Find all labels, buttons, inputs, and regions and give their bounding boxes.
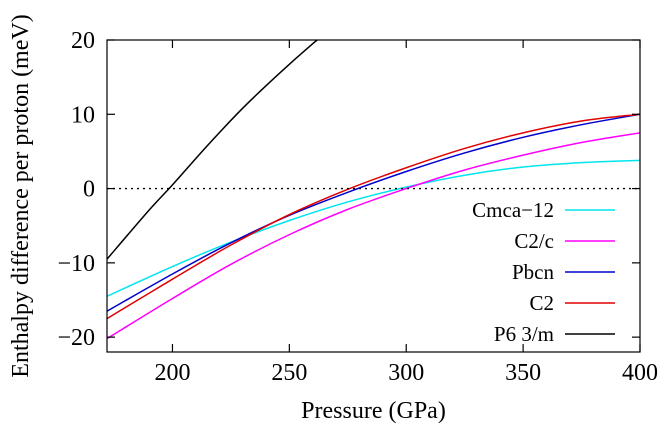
series-line-2 [107, 113, 640, 312]
series-line-1 [107, 132, 640, 340]
y-axis-label: Enthalpy difference per proton (meV) [8, 14, 34, 377]
legend-label-3: C2 [529, 291, 554, 315]
y-tick-label: 20 [71, 28, 95, 54]
legend-label-0: Cmca−12 [472, 198, 554, 222]
plot-frame [106, 39, 641, 353]
x-axis-label: Pressure (GPa) [301, 398, 446, 424]
x-tick-label: 250 [271, 360, 307, 386]
legend-label-2: Pbcn [512, 260, 555, 284]
x-tick-label: 200 [154, 360, 190, 386]
y-tick-label: 10 [71, 102, 95, 128]
x-tick-label: 400 [622, 360, 658, 386]
legend-label-4: P6 3/m [494, 322, 554, 346]
legend-label-1: C2/c [514, 229, 554, 253]
series-layer [107, 40, 640, 340]
series-line-0 [107, 159, 640, 297]
series-line-4 [107, 40, 319, 260]
y-tick-label: 0 [83, 177, 95, 203]
x-tick-label: 300 [388, 360, 424, 386]
legend: Cmca−12 C2/c Pbcn C2 P6 3/m [472, 198, 615, 346]
y-tick-label: −10 [57, 251, 95, 277]
y-tick-label: −20 [57, 325, 95, 351]
series-line-3 [107, 113, 640, 320]
tick-layer: 200 250 300 350 400 −20 −10 0 10 20 [57, 28, 658, 386]
x-tick-label: 350 [505, 360, 541, 386]
